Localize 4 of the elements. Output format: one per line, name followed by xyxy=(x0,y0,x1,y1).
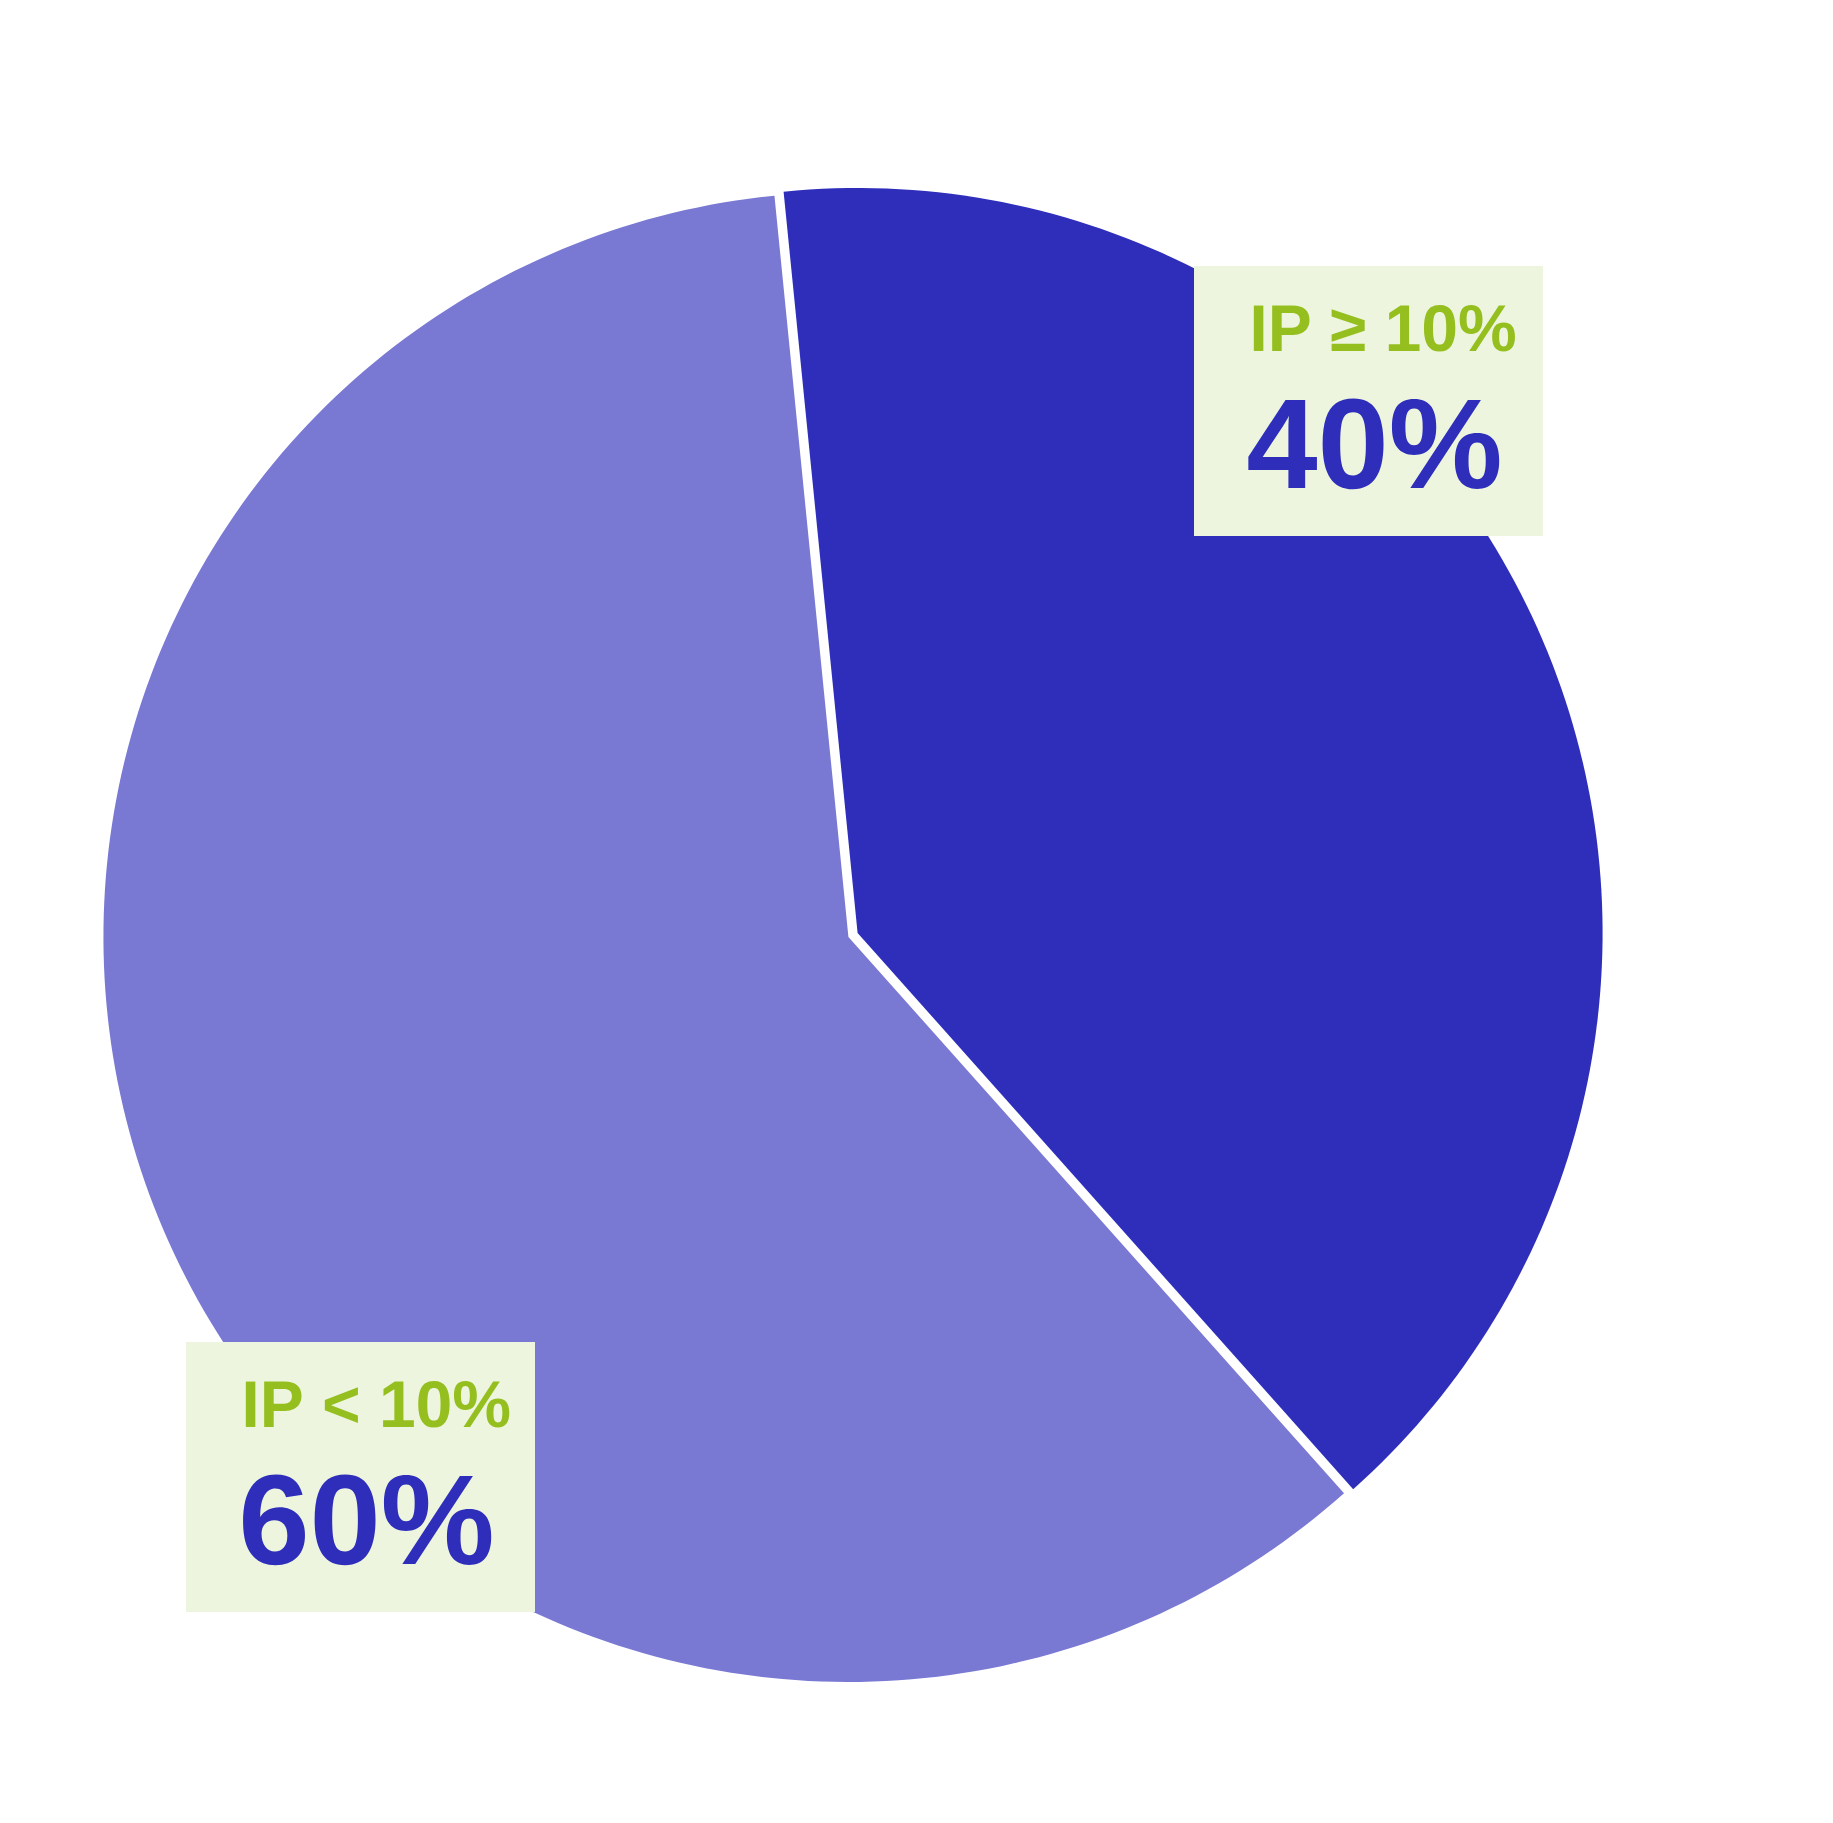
data-label: 60% xyxy=(243,1474,492,1566)
slice-label: IP ≥ 10% xyxy=(1253,304,1515,352)
slice-label: IP < 10% xyxy=(245,1380,510,1428)
data-label: 40% xyxy=(1248,398,1500,490)
